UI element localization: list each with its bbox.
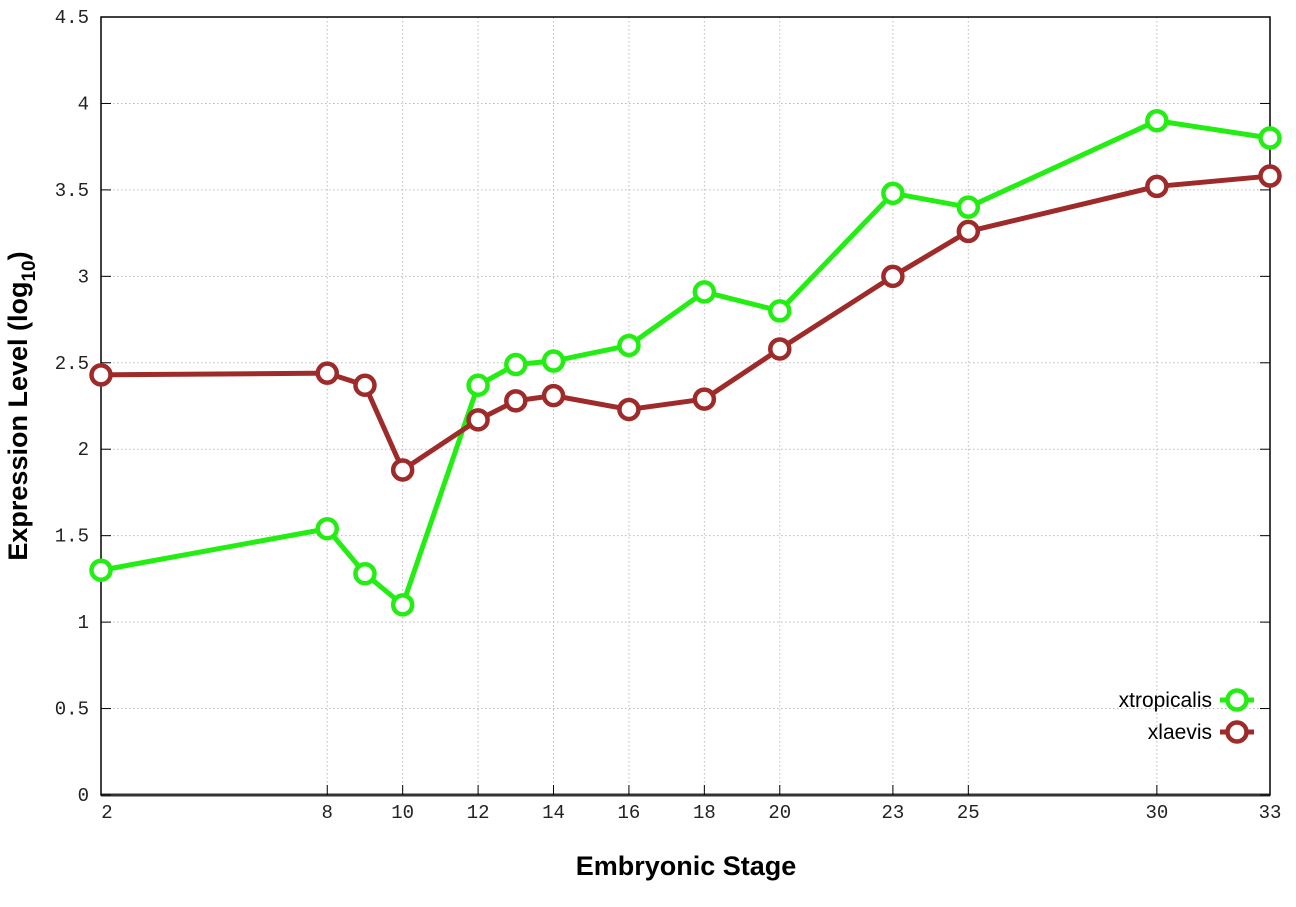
data-point-xlaevis xyxy=(617,397,641,422)
x-tick-label: 12 xyxy=(467,802,490,824)
data-point-xtropicalis xyxy=(881,181,905,206)
legend-label-xtropicalis: xtropicalis xyxy=(1119,689,1212,712)
data-point-xtropicalis xyxy=(1145,108,1169,133)
x-tick-label: 16 xyxy=(618,802,641,824)
x-tick-label: 30 xyxy=(1145,802,1168,824)
data-point-xlaevis xyxy=(504,389,528,413)
legend-marker-xlaevis xyxy=(1225,720,1249,744)
data-point-xtropicalis xyxy=(89,558,113,582)
data-point-xtropicalis xyxy=(956,195,981,219)
x-tick-label: 23 xyxy=(881,802,904,824)
legend-marker-xtropicalis xyxy=(1225,688,1249,712)
grid xyxy=(101,17,1270,795)
x-tick-label: 10 xyxy=(391,802,414,824)
y-tick-label: 0 xyxy=(78,785,89,807)
data-point-xlaevis xyxy=(541,383,566,408)
x-tick-label: 2 xyxy=(101,802,112,824)
x-tick-label: 14 xyxy=(542,802,565,824)
data-point-xtropicalis xyxy=(504,352,528,377)
y-tick-label: 4 xyxy=(78,93,89,115)
data-point-xtropicalis xyxy=(541,349,566,373)
x-tick-label: 18 xyxy=(693,802,716,824)
data-point-xlaevis xyxy=(881,264,905,289)
data-point-xtropicalis xyxy=(1258,126,1282,150)
data-point-xtropicalis xyxy=(768,299,792,323)
y-tick-label: 2 xyxy=(78,439,89,461)
data-point-xlaevis xyxy=(466,408,490,432)
y-tick-label: 3 xyxy=(78,266,89,288)
data-point-xlaevis xyxy=(1258,164,1282,188)
legend-label-xlaevis: xlaevis xyxy=(1148,721,1212,744)
series xyxy=(89,108,1282,617)
x-tick-label: 8 xyxy=(322,802,333,824)
data-point-xlaevis xyxy=(390,458,415,482)
ticks: 2 8 10 12 14 16 18 20 23 25 30 33 0 0.5 1 1.5 2 2.5 3 3.5 4 4… xyxy=(55,7,1282,824)
y-axis-label: Expression Level (log10) xyxy=(3,251,40,560)
y-tick-label: 1 xyxy=(78,612,89,634)
y-tick-label: 1.5 xyxy=(55,526,89,548)
data-point-xlaevis xyxy=(692,387,717,411)
plot-frame xyxy=(100,16,1271,796)
y-tick-label: 0.5 xyxy=(55,699,89,721)
x-axis-label: Embryonic Stage xyxy=(576,851,797,881)
x-tick-label: 25 xyxy=(957,802,980,824)
data-point-xtropicalis xyxy=(390,593,415,617)
y-tick-label: 4.5 xyxy=(55,7,89,29)
data-point-xlaevis xyxy=(956,219,981,244)
data-point-xlaevis xyxy=(1145,174,1169,199)
data-point-xtropicalis xyxy=(692,280,717,304)
x-tick-label: 33 xyxy=(1259,802,1282,824)
data-point-xlaevis xyxy=(768,337,792,361)
data-point-xlaevis xyxy=(89,363,113,387)
data-point-xtropicalis xyxy=(353,561,377,586)
data-point-xtropicalis xyxy=(617,333,641,358)
data-point-xtropicalis xyxy=(315,517,340,541)
y-tick-label: 2.5 xyxy=(55,353,89,375)
series-line-xlaevis xyxy=(100,173,1271,473)
data-point-xlaevis xyxy=(315,361,340,385)
y-tick-label: 3.5 xyxy=(55,180,89,202)
x-tick-label: 20 xyxy=(768,802,791,824)
data-point-xtropicalis xyxy=(466,373,490,398)
data-point-xlaevis xyxy=(353,373,377,398)
legend: xtropicalis xlaevis xyxy=(1119,688,1254,744)
